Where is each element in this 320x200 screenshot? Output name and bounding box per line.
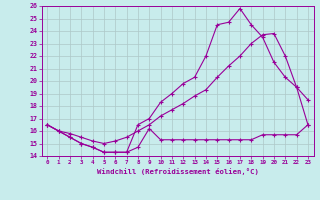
X-axis label: Windchill (Refroidissement éolien,°C): Windchill (Refroidissement éolien,°C) xyxy=(97,168,259,175)
